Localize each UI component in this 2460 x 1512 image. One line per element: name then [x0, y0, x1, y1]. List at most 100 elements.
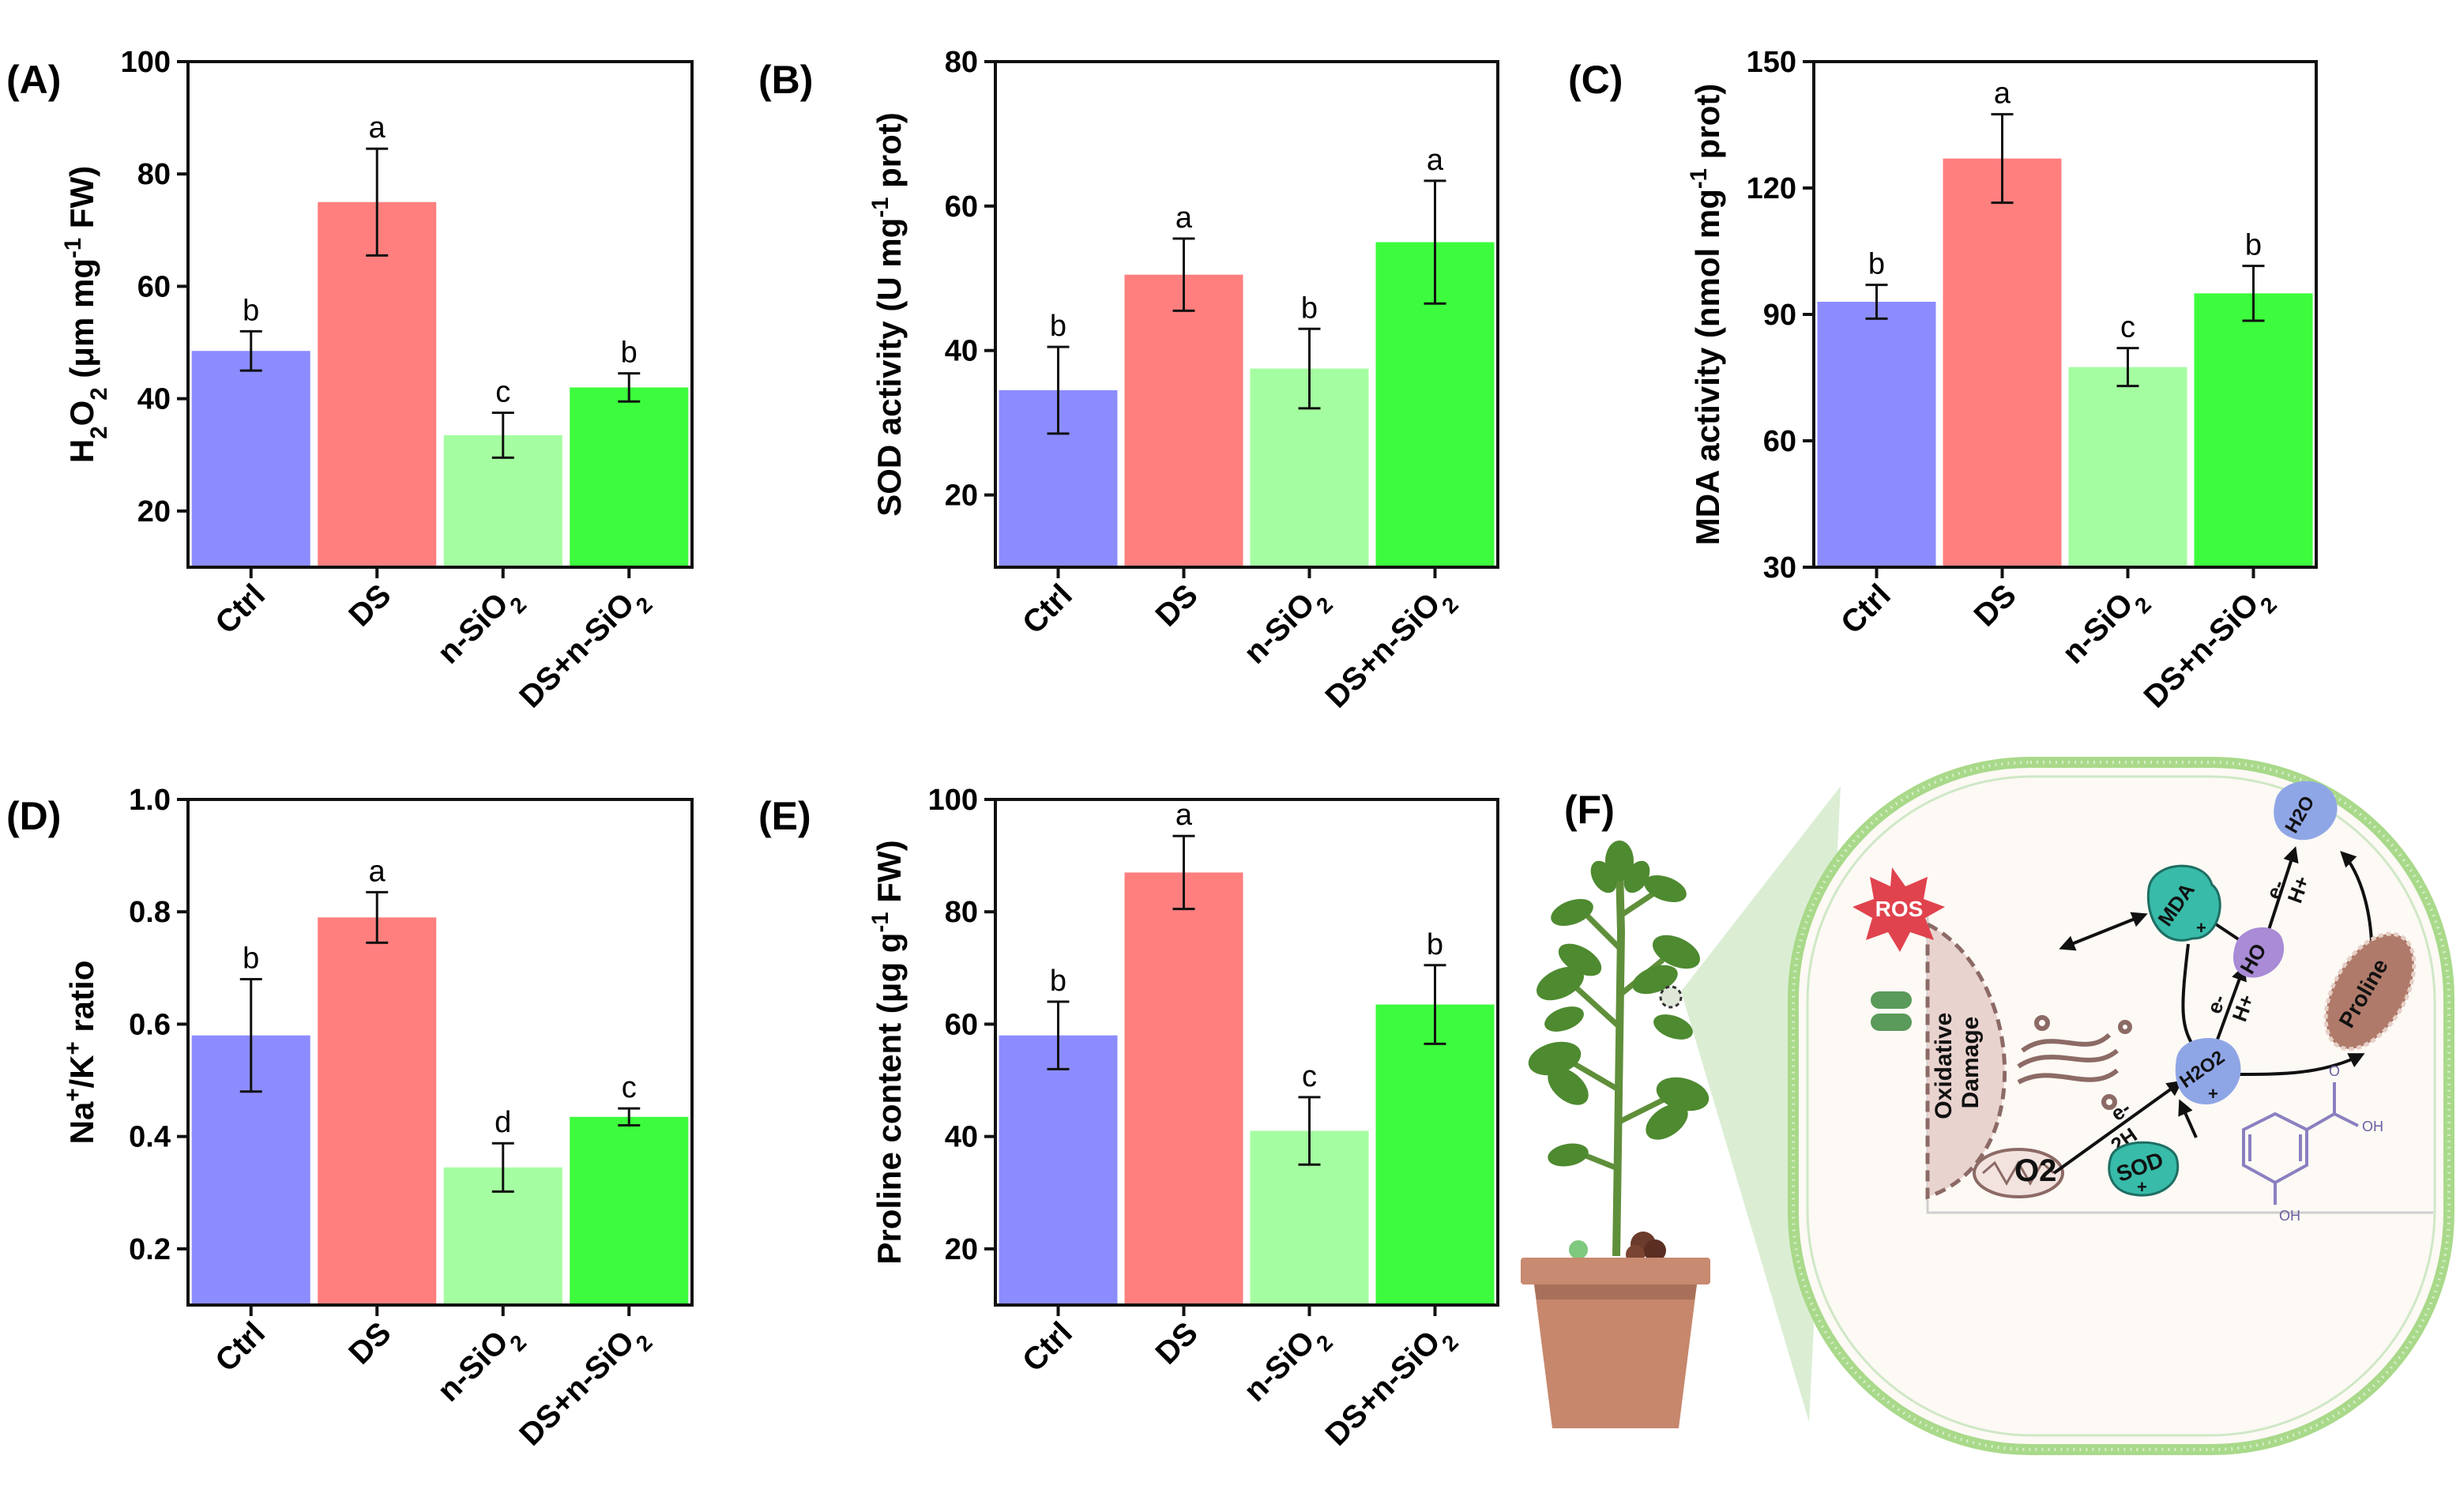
x-tick-label: n-SiO2	[1237, 577, 1337, 677]
y-axis-label-part: -1	[867, 197, 893, 218]
significance-letter: b	[1868, 248, 1885, 281]
pathway-arrows	[2052, 846, 2374, 1175]
o2-label: O2	[2014, 1153, 2056, 1188]
y-axis-label-part: MDA activity (nmol mg	[1689, 189, 1726, 545]
x-tick-label: DS	[1149, 1315, 1204, 1371]
y-tick-label: 0.6	[129, 1008, 171, 1041]
x-tick-label-text: n-SiO	[431, 586, 516, 671]
molecule-oh-2: OH	[2279, 1208, 2300, 1224]
panel-label-e: (E)	[758, 794, 811, 838]
x-tick-label-text: DS+n-SiO	[2138, 586, 2266, 714]
y-tick-label: 100	[121, 46, 171, 79]
h2o2-blob: H2O2 +	[2175, 1037, 2241, 1105]
plot-frame	[186, 60, 694, 569]
oxidative-damage-label: Oxidative Damage	[1931, 1006, 1984, 1119]
y-axis-label-part: FW)	[871, 840, 908, 912]
y-tick-label: 60	[945, 190, 978, 224]
y-tick-label: 60	[137, 270, 171, 303]
bar-ds	[1124, 872, 1243, 1305]
y-axis-label-part: O	[63, 401, 100, 427]
x-tick-label-text: DS+n-SiO	[1319, 586, 1447, 714]
zoom-spot	[1659, 985, 1683, 1009]
x-tick-label: Ctrl	[1016, 577, 1079, 641]
y-axis-label-part: Na	[63, 1101, 100, 1144]
damage-organelle	[1925, 920, 2007, 1200]
y-axis-label: Na+/K+ ratio	[60, 961, 101, 1145]
y-tick-label: 80	[137, 158, 171, 191]
chart-E: (E) b Ctrl a DS c n-SiO2 b DS+n-SiO2 20 40 60 80 100 P…	[758, 784, 1499, 1459]
bar-ds-n-sio2	[1375, 1004, 1495, 1305]
x-tick-label-text: DS	[342, 577, 397, 633]
bar-ctrl	[191, 351, 310, 567]
x-tick-label-text: DS+n-SiO	[513, 1324, 641, 1452]
pot-rim	[1521, 1258, 1710, 1284]
bar-ds	[318, 201, 437, 567]
y-axis-label: Proline content (μg g-1 FW)	[867, 840, 908, 1264]
panel-label-c: (C)	[1568, 58, 1623, 102]
y-tick-label: 20	[945, 480, 978, 513]
proline-ellipse: Proline	[2323, 931, 2417, 1051]
x-tick-label: Ctrl	[1834, 577, 1898, 641]
x-tick-label: DS+n-SiO2	[2138, 577, 2281, 721]
significance-letter: a	[1175, 201, 1193, 235]
x-tick-label: DS+n-SiO2	[1319, 1315, 1463, 1459]
leaves	[1528, 841, 1710, 1167]
ros-label: ROS	[1875, 897, 1924, 921]
y-tick-label: 60	[945, 1008, 978, 1041]
molecule-o: O	[2329, 1063, 2340, 1079]
y-axis-label-part: 2	[86, 426, 112, 438]
chart-B: (B) b Ctrl a DS b n-SiO2 a DS+n-SiO2 20 40 60 80 SOD …	[758, 46, 1499, 721]
x-tick-label-text: Ctrl	[1016, 1315, 1079, 1378]
y-axis-label-part: prot)	[1689, 84, 1726, 168]
y-axis-label-part: prot)	[871, 112, 908, 197]
y-tick-label: 1.0	[129, 784, 171, 817]
y-tick-label: 120	[1747, 172, 1796, 205]
significance-letter: c	[622, 1071, 637, 1104]
x-tick-label: DS	[1967, 577, 2022, 633]
x-tick-label-text: n-SiO	[2056, 586, 2140, 671]
x-tick-label: DS+n-SiO2	[1319, 577, 1463, 721]
mda-plus: +	[2196, 918, 2206, 938]
panel-label-d: (D)	[6, 794, 61, 838]
x-tick-label-text: DS	[1149, 1315, 1204, 1371]
significance-letter: b	[243, 294, 259, 327]
x-tick-label-text: Ctrl	[1834, 577, 1898, 641]
h2o2-plus: +	[2208, 1084, 2218, 1104]
panel-label-a: (A)	[6, 58, 61, 102]
bar-ds-n-sio2	[2194, 293, 2313, 567]
y-axis-label: H2O2 (μm mg-1 FW)	[60, 166, 112, 463]
y-tick-label: 20	[945, 1233, 978, 1266]
x-tick-label: n-SiO2	[1237, 1315, 1337, 1415]
x-tick-label: Ctrl	[209, 1315, 272, 1378]
bar-ds	[1124, 274, 1243, 567]
golgi-icon	[2017, 1015, 2132, 1110]
significance-letter: a	[1175, 799, 1193, 832]
significance-letter: a	[369, 111, 386, 145]
y-tick-label: 100	[928, 784, 978, 817]
mitochondrion-icon	[1973, 1148, 2064, 1198]
significance-letter: a	[369, 855, 386, 888]
plot-frame	[994, 798, 1499, 1307]
x-tick-label: n-SiO2	[2056, 577, 2155, 677]
bar-ds	[1943, 158, 2062, 567]
charts-layer: (A)bCtrlaDScn-SiO2bDS+n-SiO220406080100H…	[6, 46, 2318, 1459]
x-tick-label-text: Ctrl	[209, 577, 272, 641]
x-tick-label: n-SiO2	[431, 577, 531, 677]
significance-letter: d	[495, 1106, 511, 1139]
y-axis-label-part: +	[60, 1041, 86, 1055]
y-axis-label: SOD activity (U mg-1 prot)	[867, 112, 908, 517]
y-tick-label: 150	[1747, 46, 1796, 79]
panel-label-b: (B)	[758, 58, 813, 102]
bar-ctrl	[1817, 302, 1936, 567]
x-tick-label-text: Ctrl	[209, 1315, 272, 1378]
x-tick-label-text: Ctrl	[1016, 577, 1079, 641]
y-tick-label: 90	[1763, 299, 1796, 332]
bar-ctrl	[999, 1035, 1118, 1305]
y-axis-label-part: FW)	[63, 166, 100, 238]
significance-letter: b	[243, 942, 259, 976]
significance-letter: b	[1427, 928, 1443, 961]
bar-ds-n-sio2	[570, 1116, 689, 1305]
chart-D: (D) b Ctrl a DS d n-SiO2 c DS+n-SiO2 0.2 0.4 0.6 0.8…	[6, 784, 694, 1453]
mda-blob: MDA +	[2146, 864, 2221, 942]
